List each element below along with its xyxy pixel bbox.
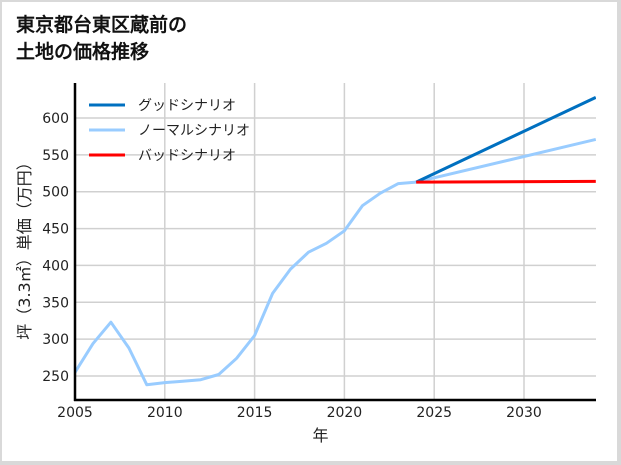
y-tick-label: 400 <box>42 258 69 274</box>
y-tick-label: 500 <box>42 185 69 201</box>
legend-label: グッドシナリオ <box>138 98 236 114</box>
chart-title-line1: 東京都台東区蔵前の <box>16 14 188 36</box>
x-tick-label: 2025 <box>416 405 452 421</box>
x-tick-label: 2020 <box>327 405 363 421</box>
x-tick-label: 2005 <box>57 405 93 421</box>
x-tick-label: 2010 <box>147 405 183 421</box>
grid-lines <box>74 83 596 400</box>
legend-label: ノーマルシナリオ <box>138 123 250 139</box>
x-tick-label: 2015 <box>237 405 273 421</box>
y-tick-label: 250 <box>42 369 69 385</box>
chart-title: 東京都台東区蔵前の 土地の価格推移 <box>16 12 187 66</box>
y-tick-label: 550 <box>42 148 69 164</box>
series-lines <box>75 96 596 387</box>
x-axis-label: 年 <box>312 426 328 445</box>
axes: 2005 2010 2015 2020 2025 2030 250 300 350 400 450 5… <box>15 83 596 445</box>
y-axis-label: 坪（3.3㎡）単価（万円） <box>15 154 34 339</box>
legend-label: バッドシナリオ <box>138 148 236 164</box>
y-tick-label: 350 <box>42 295 69 311</box>
series-line <box>416 179 596 184</box>
chart-card: 東京都台東区蔵前の 土地の価格推移 <box>2 2 617 461</box>
x-tick-label: 2030 <box>506 405 542 421</box>
series-line <box>415 96 596 184</box>
series-line <box>75 137 596 387</box>
y-tick-label: 600 <box>42 111 69 127</box>
y-tick-label: 450 <box>42 222 69 238</box>
chart-title-line2: 土地の価格推移 <box>16 41 150 63</box>
y-tick-label: 300 <box>42 332 69 348</box>
